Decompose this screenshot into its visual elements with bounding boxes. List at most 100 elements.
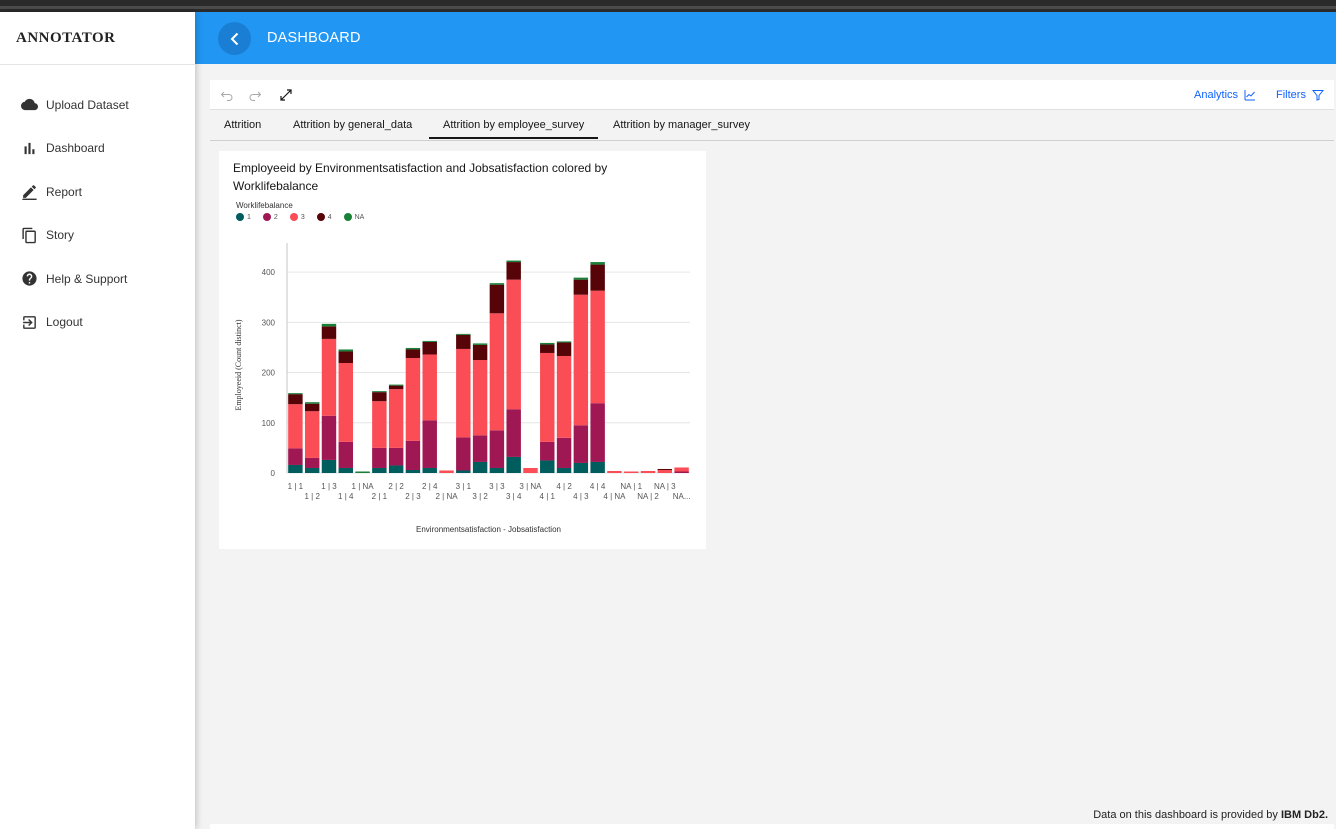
expand-icon[interactable] bbox=[279, 88, 293, 102]
bar-segment bbox=[388, 389, 404, 448]
legend-item[interactable]: NA bbox=[343, 213, 365, 221]
bar-segment bbox=[338, 351, 353, 364]
bar-segment bbox=[472, 344, 488, 360]
bar-segment bbox=[372, 447, 387, 468]
bar-segment bbox=[338, 349, 353, 352]
bar-segment bbox=[540, 460, 555, 473]
bar-segment bbox=[674, 471, 689, 473]
dashboard-toolbar: Analytics Filters bbox=[210, 80, 1334, 110]
x-tick-label: 1 | 1 bbox=[288, 482, 304, 491]
sidebar-item-logout[interactable]: Logout bbox=[0, 301, 195, 345]
bar-segment bbox=[540, 344, 555, 353]
chart-card[interactable]: Employeeid by Environmentsatisfaction an… bbox=[219, 151, 706, 549]
bar-segment bbox=[556, 341, 572, 343]
bar-segment bbox=[422, 341, 437, 355]
data-source-footer: Data on this dashboard is provided by IB… bbox=[1093, 809, 1328, 821]
footer-line bbox=[210, 824, 1334, 829]
bar-segment bbox=[304, 402, 320, 404]
bar-segment bbox=[288, 393, 303, 395]
bar-segment bbox=[573, 279, 589, 295]
bar-segment bbox=[288, 404, 303, 449]
legend-swatch bbox=[262, 213, 271, 221]
logout-icon bbox=[20, 313, 38, 331]
bar-segment bbox=[590, 290, 605, 404]
bar-segment bbox=[405, 440, 421, 470]
sidebar-item-label: Help & Support bbox=[46, 271, 128, 286]
bar-segment bbox=[456, 437, 471, 471]
undo-icon[interactable] bbox=[220, 88, 234, 102]
bar-segment bbox=[288, 448, 303, 465]
bar-segment bbox=[590, 264, 605, 291]
sidebar-item-story[interactable]: Story bbox=[0, 214, 195, 258]
legend-item[interactable]: 1 bbox=[236, 213, 251, 221]
bar-segment bbox=[288, 464, 303, 473]
x-tick-label: 2 | 2 bbox=[388, 482, 404, 491]
bar-segment bbox=[590, 403, 605, 462]
sidebar-item-label: Story bbox=[46, 228, 75, 243]
bar-segment bbox=[422, 340, 437, 342]
tab-attrition[interactable]: Attrition bbox=[224, 119, 262, 131]
bar-segment bbox=[321, 415, 337, 460]
bar-segment bbox=[556, 342, 572, 356]
bar-segment bbox=[338, 441, 353, 468]
tab-attrition-by-employee-survey[interactable]: Attrition by employee_survey bbox=[429, 119, 599, 139]
sidebar-item-help-support[interactable]: Help & Support bbox=[0, 257, 195, 301]
legend-label: 2 bbox=[273, 213, 278, 221]
legend-item[interactable]: 3 bbox=[289, 213, 305, 221]
bar-segment bbox=[506, 279, 521, 410]
bar-segment bbox=[489, 430, 505, 468]
chart-title: Employeeid by Environmentsatisfaction an… bbox=[233, 161, 608, 193]
y-tick-label: 100 bbox=[262, 419, 276, 428]
bar-segment bbox=[372, 391, 387, 393]
x-tick-label: NA... bbox=[673, 492, 691, 501]
y-axis-title: Employeeid (Count distinct) bbox=[234, 319, 243, 410]
bar-segment bbox=[540, 342, 555, 345]
x-tick-label: NA | 2 bbox=[637, 492, 659, 501]
bar-segment bbox=[489, 313, 505, 431]
bar-segment bbox=[472, 343, 488, 345]
analytics-button[interactable]: Analytics bbox=[1194, 89, 1256, 101]
sidebar-item-upload-dataset[interactable]: Upload Dataset bbox=[0, 83, 195, 127]
y-tick-label: 300 bbox=[262, 318, 276, 327]
tab-attrition-by-manager-survey[interactable]: Attrition by manager_survey bbox=[613, 119, 750, 131]
tab-attrition-by-general-data[interactable]: Attrition by general_data bbox=[293, 119, 413, 131]
bar-segment bbox=[590, 262, 605, 265]
x-tick-label: 4 | 2 bbox=[556, 482, 572, 491]
bar-segment bbox=[355, 471, 370, 473]
x-tick-label: 4 | 1 bbox=[540, 492, 556, 501]
bar-segment bbox=[540, 352, 555, 442]
copy-icon bbox=[20, 226, 38, 244]
x-tick-label: 2 | NA bbox=[435, 492, 458, 501]
bar-segment bbox=[590, 461, 605, 473]
sidebar-item-label: Report bbox=[46, 184, 83, 199]
x-tick-label: 3 | NA bbox=[519, 482, 542, 491]
x-tick-label: 3 | 2 bbox=[472, 492, 488, 501]
sidebar: ANNOTATOR Upload Dataset Dashboard Repor… bbox=[0, 12, 195, 829]
bar-segment bbox=[304, 411, 320, 458]
bar-segment bbox=[556, 355, 572, 438]
filter-icon bbox=[1311, 90, 1324, 101]
sidebar-item-report[interactable]: Report bbox=[0, 170, 195, 214]
sidebar-item-dashboard[interactable]: Dashboard bbox=[0, 127, 195, 171]
bar-segment bbox=[422, 420, 437, 468]
line-chart-icon bbox=[1244, 90, 1256, 101]
bar-segment bbox=[372, 401, 387, 448]
redo-icon[interactable] bbox=[248, 88, 262, 102]
app-title: ANNOTATOR bbox=[0, 12, 195, 65]
filters-button[interactable]: Filters bbox=[1276, 89, 1324, 101]
bar-segment bbox=[456, 333, 471, 335]
x-tick-label: 1 | 2 bbox=[304, 492, 320, 501]
x-tick-label: NA | 3 bbox=[654, 482, 676, 491]
back-button[interactable] bbox=[218, 22, 251, 55]
bar-segment bbox=[573, 425, 589, 463]
chart-legend: 1 2 3 4 NA bbox=[236, 213, 376, 221]
bar-segment bbox=[607, 470, 622, 473]
legend-item[interactable]: 2 bbox=[262, 213, 278, 221]
sidebar-item-label: Dashboard bbox=[46, 141, 105, 156]
legend-item[interactable]: 4 bbox=[316, 213, 332, 221]
bar-segment bbox=[573, 277, 589, 280]
bar-segment bbox=[456, 334, 471, 349]
bar-segment bbox=[304, 467, 320, 473]
legend-label: NA bbox=[354, 213, 365, 221]
legend-swatch bbox=[316, 213, 325, 221]
